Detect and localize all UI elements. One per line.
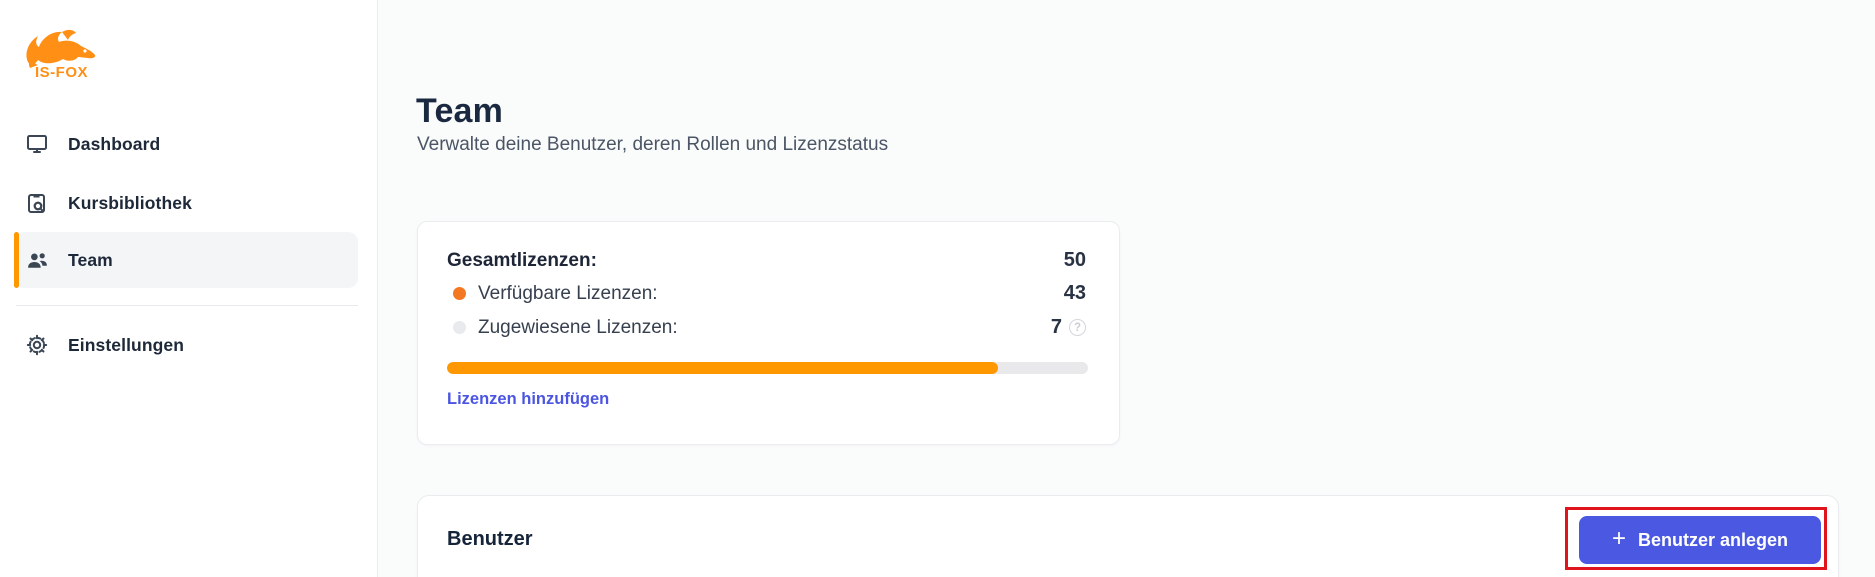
sidebar-item-kursbibliothek[interactable]: Kursbibliothek bbox=[14, 175, 358, 231]
license-progress-fill bbox=[447, 362, 999, 374]
license-total-label: Gesamtlizenzen: bbox=[447, 249, 597, 271]
create-user-button-label: Benutzer anlegen bbox=[1637, 529, 1789, 550]
is-fox-logo[interactable]: IS-FOX bbox=[22, 28, 106, 80]
page-title: Team bbox=[416, 92, 504, 130]
gear-icon bbox=[24, 332, 50, 358]
sidebar-item-team[interactable]: Team bbox=[14, 232, 358, 288]
sidebar: IS-FOX Dashboard bbox=[0, 0, 378, 577]
license-summary-card: Gesamtlizenzen: 50 Verfügbare Lizenzen: … bbox=[417, 221, 1120, 445]
users-card: Benutzer + Benutzer anlegen bbox=[417, 495, 1839, 577]
license-available-value: 43 bbox=[1063, 282, 1086, 304]
sidebar-item-label: Kursbibliothek bbox=[68, 192, 192, 213]
sidebar-item-label: Dashboard bbox=[68, 133, 161, 154]
available-dot-icon bbox=[453, 287, 466, 300]
license-total-row: Gesamtlizenzen: 50 bbox=[447, 249, 1086, 272]
license-assigned-value: 7 bbox=[1050, 316, 1062, 338]
add-licenses-link[interactable]: Lizenzen hinzufügen bbox=[447, 390, 610, 408]
license-available-label: Verfügbare Lizenzen: bbox=[478, 282, 658, 304]
sidebar-item-einstellungen[interactable]: Einstellungen bbox=[14, 317, 358, 373]
help-icon[interactable]: ? bbox=[1069, 319, 1086, 336]
monitor-icon bbox=[24, 131, 50, 157]
license-total-value: 50 bbox=[1063, 249, 1086, 271]
assigned-dot-icon bbox=[453, 321, 466, 334]
sidebar-item-dashboard[interactable]: Dashboard bbox=[14, 116, 358, 172]
logo-wordmark: IS-FOX bbox=[35, 64, 88, 80]
license-available-row: Verfügbare Lizenzen: 43 bbox=[447, 282, 1086, 305]
users-section-title: Benutzer bbox=[447, 528, 533, 550]
active-item-accent-bar bbox=[14, 232, 19, 288]
users-icon bbox=[24, 247, 50, 273]
sidebar-item-label: Einstellungen bbox=[68, 334, 185, 355]
license-assigned-row: Zugewiesene Lizenzen: 7 ? bbox=[447, 316, 1086, 339]
sidebar-item-label: Team bbox=[68, 249, 113, 270]
license-assigned-label: Zugewiesene Lizenzen: bbox=[478, 316, 678, 338]
page-subtitle: Verwalte deine Benutzer, deren Rollen un… bbox=[417, 134, 889, 155]
create-user-button[interactable]: + Benutzer anlegen bbox=[1579, 516, 1821, 564]
sidebar-divider bbox=[16, 305, 358, 306]
clipboard-search-icon bbox=[24, 190, 50, 216]
fox-icon bbox=[26, 29, 96, 68]
plus-icon: + bbox=[1611, 525, 1626, 552]
license-progress-bar bbox=[447, 362, 1088, 374]
